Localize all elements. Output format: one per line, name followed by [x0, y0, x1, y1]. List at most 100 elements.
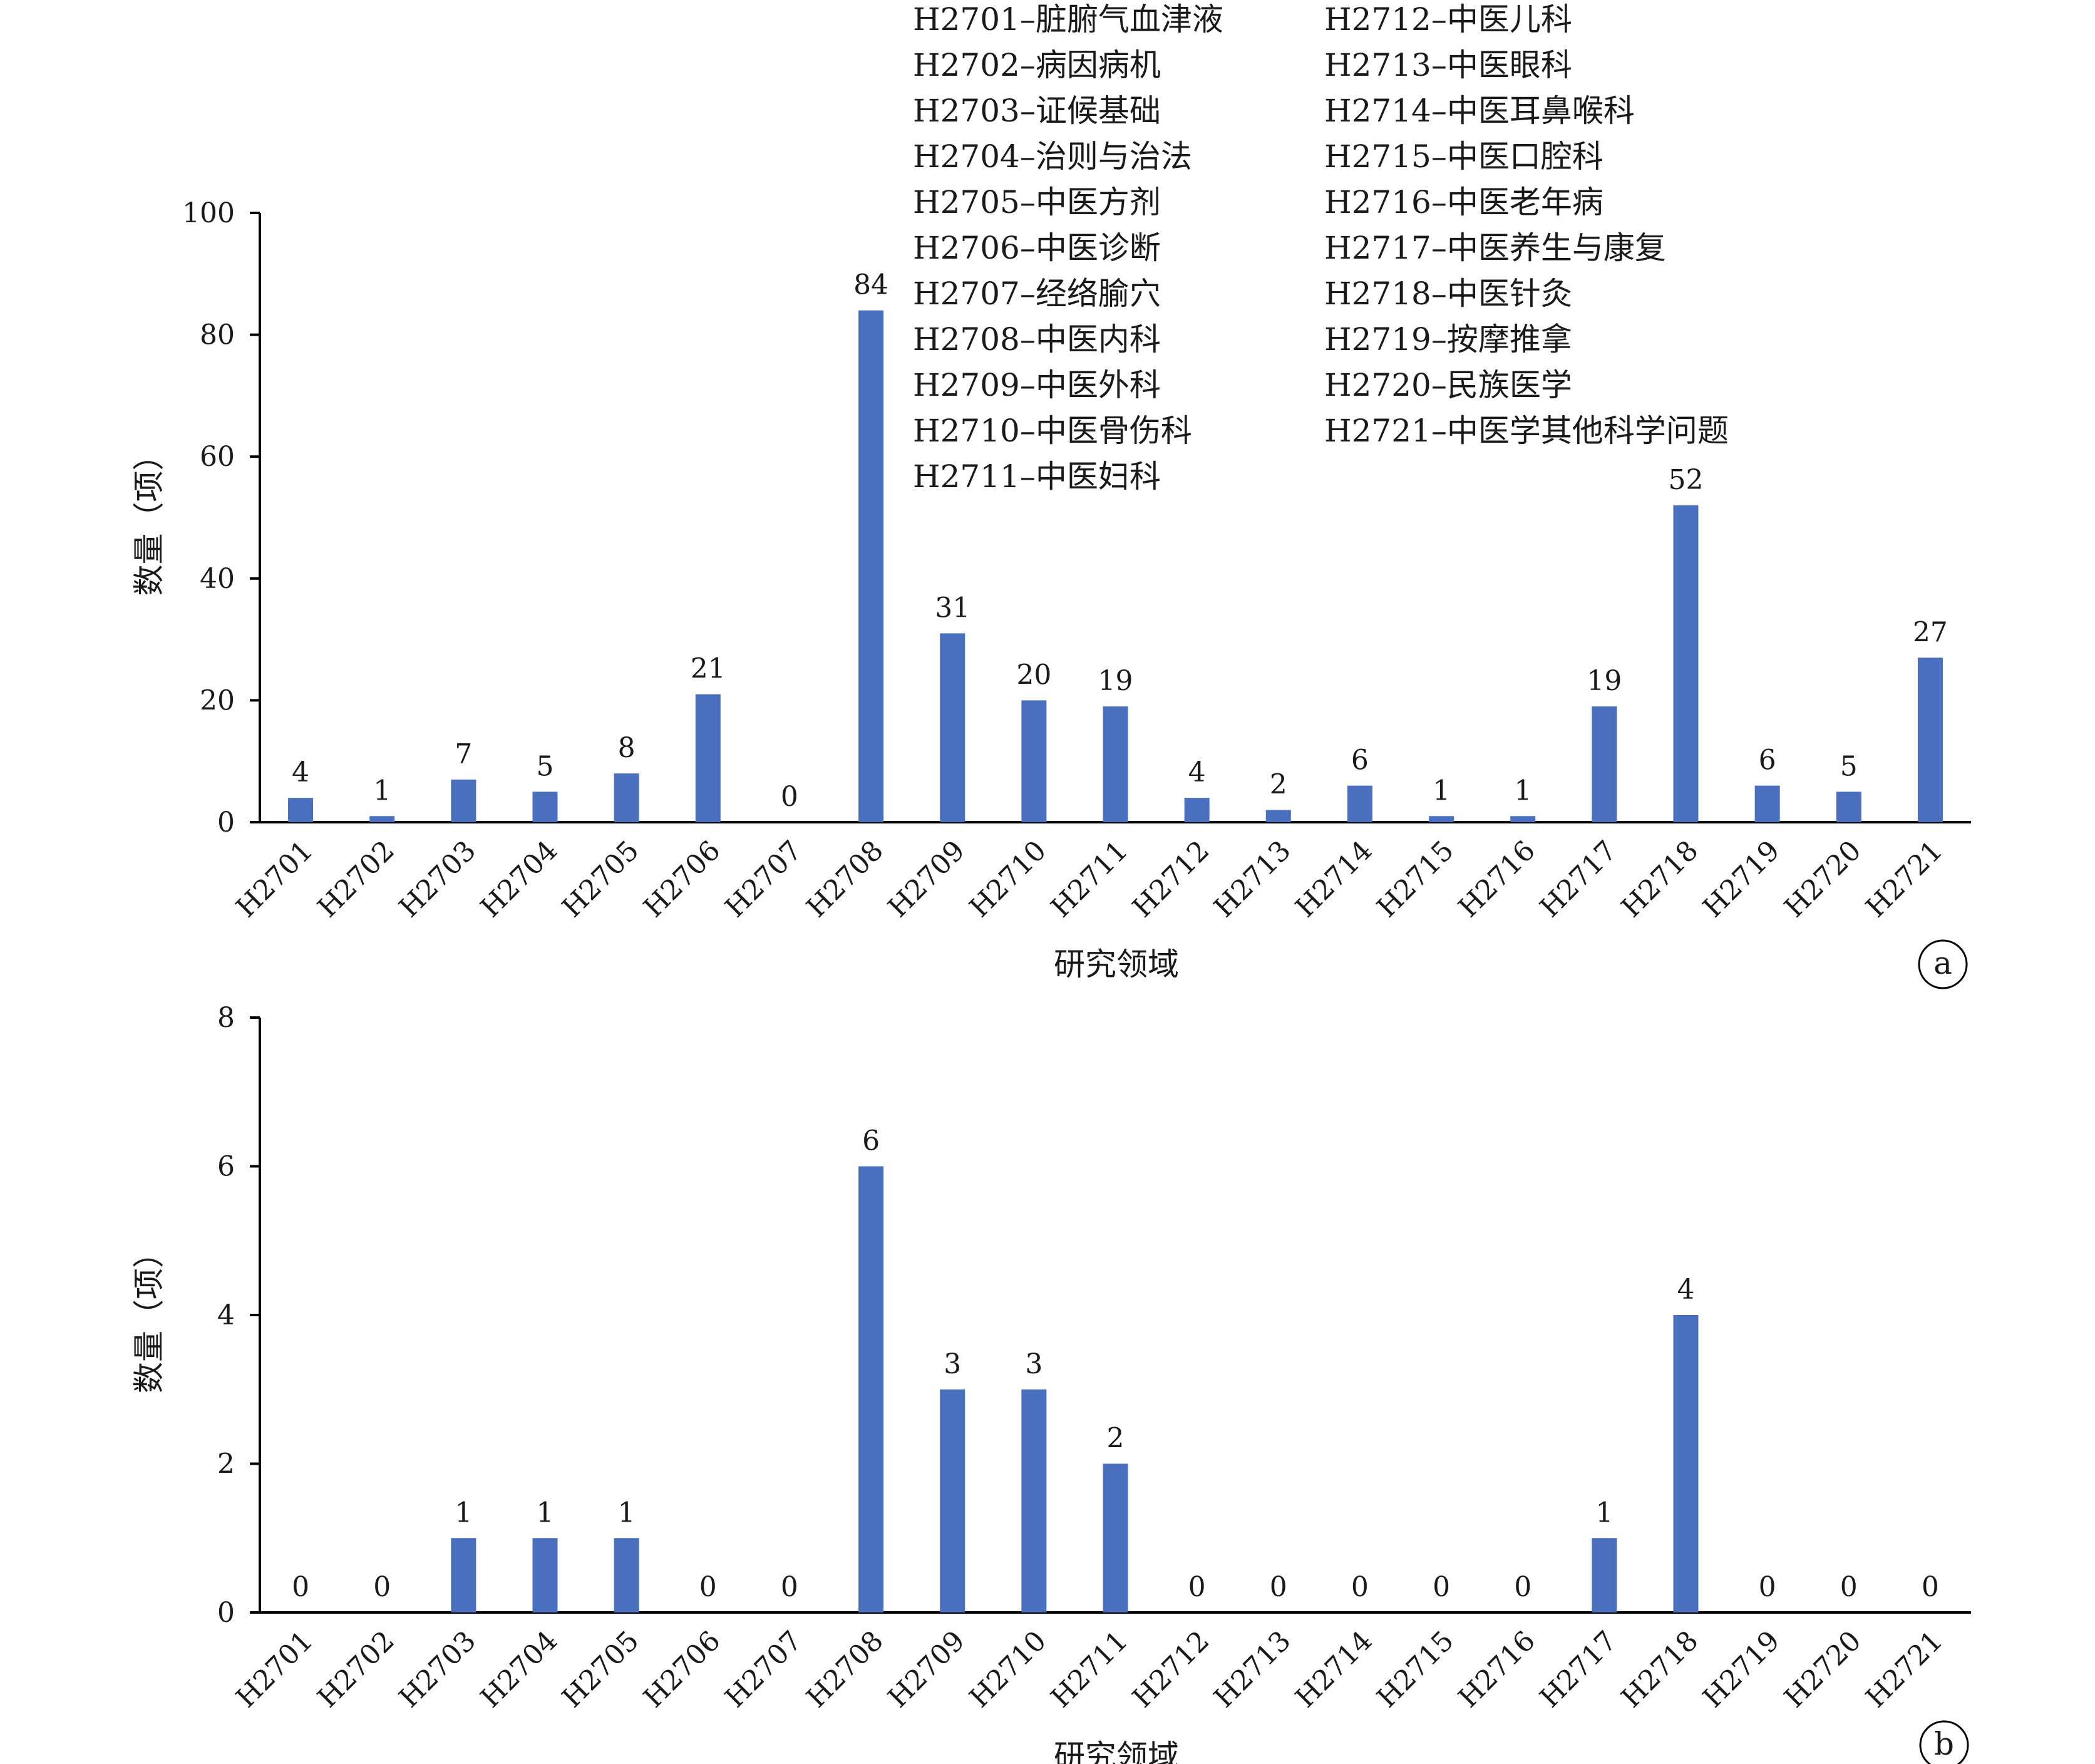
x-tick-label: H2721 — [1860, 1625, 1948, 1714]
bar-h2718 — [1673, 1315, 1699, 1612]
x-tick-label: H2711 — [1045, 1625, 1134, 1714]
bar-h2705 — [614, 1538, 639, 1612]
data-label: 0 — [781, 781, 798, 813]
x-tick-label: H2704 — [475, 1625, 564, 1714]
x-tick-label: H2719 — [1697, 835, 1786, 924]
bar-h2718 — [1673, 505, 1699, 822]
data-label: 0 — [292, 1571, 309, 1603]
data-label: 0 — [1188, 1571, 1206, 1603]
legend-entry: H2702–病因病机 — [913, 47, 1161, 83]
legend-entry: H2704–治则与治法 — [913, 138, 1192, 175]
data-label: 1 — [373, 775, 391, 807]
x-tick-label: H2718 — [1615, 835, 1704, 924]
x-tick-label: H2703 — [393, 835, 482, 924]
bar-h2703 — [451, 1538, 476, 1612]
x-tick-label: H2717 — [1534, 835, 1623, 924]
data-label: 0 — [1759, 1571, 1776, 1603]
legend-entry: H2713–中医眼科 — [1324, 47, 1572, 83]
legend-entry: H2718–中医针灸 — [1324, 276, 1572, 312]
y-tick-label: 0 — [217, 807, 235, 838]
bar-h2706 — [695, 694, 721, 822]
data-label: 1 — [618, 1497, 636, 1529]
y-axis-label: 数量（项） — [131, 440, 167, 596]
x-tick-label: H2716 — [1453, 835, 1542, 924]
y-tick-label: 4 — [217, 1299, 235, 1331]
data-label: 5 — [537, 750, 554, 782]
legend-entry: H2717–中医养生与康复 — [1324, 230, 1666, 266]
data-label: 1 — [537, 1497, 554, 1529]
legend-entry: H2716–中医老年病 — [1324, 184, 1603, 220]
bar-h2711 — [1103, 706, 1128, 822]
x-tick-label: H2705 — [556, 1625, 645, 1714]
bar-h2711 — [1103, 1463, 1128, 1612]
legend-entry: H2710–中医骨伤科 — [913, 413, 1192, 449]
bar-h2717 — [1592, 1538, 1617, 1612]
panel-label: b — [1934, 1726, 1954, 1762]
bar-h2713 — [1265, 810, 1291, 822]
y-axis-label: 数量（项） — [131, 1237, 167, 1393]
bar-h2717 — [1592, 706, 1617, 822]
data-label: 31 — [935, 592, 970, 624]
bar-h2705 — [614, 773, 639, 822]
legend-entry: H2711–中医妇科 — [913, 458, 1161, 495]
y-tick-label: 8 — [217, 1002, 235, 1034]
data-label: 2 — [1107, 1423, 1125, 1455]
y-tick-label: 80 — [200, 319, 235, 351]
x-tick-label: H2720 — [1778, 1625, 1867, 1714]
legend-entry: H2721–中医学其他科学问题 — [1324, 413, 1729, 449]
data-label: 1 — [455, 1497, 472, 1529]
bar-h2720 — [1836, 792, 1861, 822]
data-label: 52 — [1669, 464, 1704, 496]
y-tick-label: 20 — [200, 684, 235, 716]
data-label: 6 — [862, 1125, 880, 1157]
x-tick-label: H2721 — [1860, 835, 1948, 924]
chart-panel-a: 020406080100数量（项）4H27011H27027H27035H270… — [131, 197, 1971, 989]
x-tick-label: H2707 — [719, 835, 808, 924]
data-label: 19 — [1587, 665, 1622, 697]
legend-entry: H2708–中医内科 — [913, 321, 1161, 358]
x-tick-label: H2702 — [312, 835, 401, 924]
data-label: 19 — [1098, 665, 1133, 697]
bar-h2701 — [288, 798, 314, 822]
x-tick-label: H2709 — [882, 1625, 971, 1714]
bar-h2704 — [532, 792, 558, 822]
y-tick-label: 0 — [217, 1597, 235, 1629]
legend-entry: H2719–按摩推拿 — [1324, 321, 1572, 358]
bar-h2708 — [858, 1166, 884, 1612]
legend-entry: H2706–中医诊断 — [913, 230, 1161, 266]
x-tick-label: H2720 — [1778, 835, 1867, 924]
legend-entry: H2705–中医方剂 — [913, 184, 1161, 220]
data-label: 1 — [1514, 775, 1531, 807]
x-tick-label: H2713 — [1208, 835, 1297, 924]
x-tick-label: H2710 — [964, 835, 1053, 924]
y-tick-label: 6 — [217, 1151, 235, 1183]
bar-h2703 — [451, 779, 476, 822]
data-label: 27 — [1913, 616, 1948, 648]
x-tick-label: H2719 — [1697, 1625, 1786, 1714]
x-tick-label: H2711 — [1045, 835, 1134, 924]
data-label: 2 — [1270, 769, 1287, 801]
data-label: 1 — [1433, 775, 1450, 807]
bar-h2712 — [1184, 798, 1210, 822]
x-tick-label: H2706 — [637, 835, 726, 924]
x-axis-label: 研究领域 — [1054, 946, 1179, 983]
legend-entry: H2701–脏腑气血津液 — [913, 1, 1223, 38]
x-tick-label: H2705 — [556, 835, 645, 924]
x-tick-label: H2717 — [1534, 1625, 1623, 1714]
x-tick-label: H2714 — [1289, 1625, 1378, 1714]
x-tick-label: H2703 — [393, 1625, 482, 1714]
bar-h2721 — [1917, 658, 1943, 822]
bar-h2704 — [532, 1538, 558, 1612]
data-label: 7 — [455, 738, 472, 770]
x-tick-label: H2710 — [964, 1625, 1053, 1714]
x-axis-label: 研究领域 — [1054, 1738, 1179, 1764]
data-label: 0 — [1351, 1571, 1369, 1603]
x-tick-label: H2709 — [882, 835, 971, 924]
data-label: 0 — [699, 1571, 717, 1603]
bar-h2702 — [369, 816, 395, 822]
x-tick-label: H2718 — [1615, 1625, 1704, 1714]
bar-h2719 — [1754, 785, 1780, 822]
data-label: 0 — [781, 1571, 798, 1603]
panel-label-circle — [1919, 1720, 1969, 1764]
